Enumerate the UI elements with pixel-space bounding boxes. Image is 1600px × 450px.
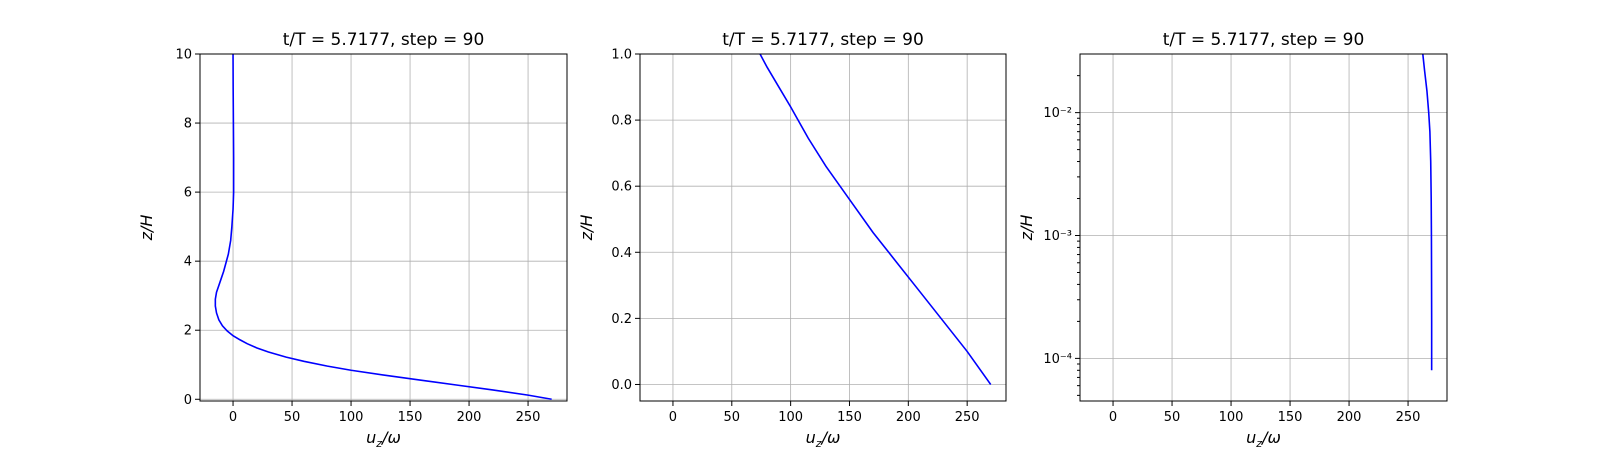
- chart-title: t/T = 5.7177, step = 90: [722, 30, 924, 50]
- x-tick-label: 0: [1109, 410, 1117, 425]
- y-axis-label: z/H: [137, 215, 156, 242]
- chart-panel-3: 0 50 100 150 200 250 10⁻⁴ 10⁻³ 10⁻² t/T = 5.7177,…: [1017, 30, 1448, 450]
- y-tick-label: 10⁻³: [1043, 229, 1072, 244]
- panels: 0 50 100 150 200 250 0 2 4 6 8 10 t/T = 5.7177, step…: [137, 30, 1448, 450]
- series-line-1: [214, 54, 552, 401]
- y-tick-label: 10⁻²: [1043, 106, 1072, 121]
- x-tick-label: 150: [1278, 410, 1303, 425]
- y-axis-label: z/H: [1017, 215, 1036, 242]
- x-tick-label: 200: [1337, 410, 1362, 425]
- y-tick-label: 4: [184, 255, 192, 270]
- y-tick-label: 6: [184, 186, 192, 201]
- chart-panel-1: 0 50 100 150 200 250 0 2 4 6 8 10 t/T = 5.7177, step…: [137, 30, 568, 450]
- series-line-1: [759, 54, 992, 385]
- chart-title: t/T = 5.7177, step = 90: [1163, 30, 1365, 50]
- chart-panel-2: 0 50 100 150 200 250 0.0 0.2 0.4 0.6 0.8 1.0 t/T = 5…: [577, 30, 1007, 450]
- series-line-1: [1422, 54, 1433, 371]
- x-tick-label: 50: [1164, 410, 1181, 425]
- x-tick-label: 100: [1219, 410, 1244, 425]
- y-tick-label: 0.0: [611, 378, 632, 393]
- x-tick-label: 250: [516, 410, 541, 425]
- y-tick-label: 8: [184, 117, 192, 132]
- y-tick-label: 0.2: [611, 312, 632, 327]
- chart-title: t/T = 5.7177, step = 90: [283, 30, 485, 50]
- x-tick-label: 0: [669, 410, 677, 425]
- y-tick-label: 10⁻⁴: [1043, 352, 1072, 367]
- axes-frame: [199, 53, 568, 402]
- x-tick-label: 250: [955, 410, 980, 425]
- x-tick-label: 100: [778, 410, 803, 425]
- x-axis-label: uz/ω: [366, 428, 401, 450]
- x-tick-label: 50: [284, 410, 301, 425]
- x-tick-label: 0: [229, 410, 237, 425]
- x-tick-label: 150: [398, 410, 423, 425]
- y-tick-label: 1.0: [611, 48, 632, 63]
- axes-frame: [639, 53, 1007, 402]
- x-axis-label: uz/ω: [806, 428, 841, 450]
- y-axis-label: z/H: [577, 215, 596, 242]
- y-tick-label: 0.8: [611, 114, 632, 129]
- x-tick-label: 200: [457, 410, 482, 425]
- axes-frame: [1079, 53, 1448, 402]
- x-tick-label: 200: [896, 410, 921, 425]
- x-axis-label: uz/ω: [1246, 428, 1281, 450]
- x-tick-label: 50: [724, 410, 741, 425]
- x-tick-label: 150: [837, 410, 862, 425]
- y-tick-label: 2: [184, 324, 192, 339]
- y-tick-label: 0.6: [611, 180, 632, 195]
- y-tick-label: 0: [184, 393, 192, 408]
- y-tick-label: 10: [175, 48, 192, 63]
- y-tick-label: 0.4: [611, 246, 632, 261]
- x-tick-label: 250: [1396, 410, 1421, 425]
- x-tick-label: 100: [339, 410, 364, 425]
